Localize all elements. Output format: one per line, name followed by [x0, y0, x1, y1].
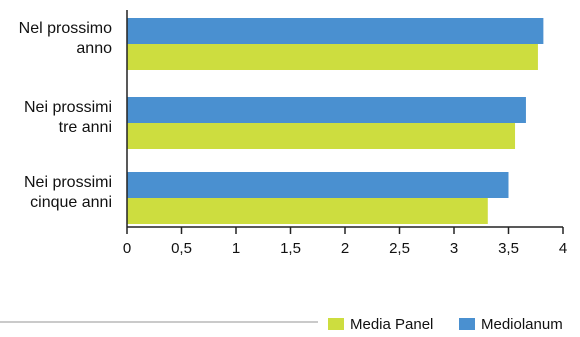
- category-label: Nei prossimi: [24, 174, 112, 191]
- bar-mediolanum-2: [127, 97, 526, 123]
- category-label: anno: [76, 40, 112, 57]
- x-tick-label: 3,5: [498, 240, 519, 257]
- bar-media-panel-3: [127, 198, 488, 224]
- legend-label-mediolanum: Mediolanum: [481, 316, 563, 333]
- legend-swatch-media-panel: [328, 318, 344, 330]
- plot-area: [127, 18, 544, 224]
- x-tick-label: 0: [123, 240, 131, 257]
- bar-media-panel-2: [127, 123, 516, 149]
- legend-label-media-panel: Media Panel: [350, 316, 433, 333]
- x-axis: 0 0,5 1 1,5 2 2,5 3 3,5 4: [123, 10, 567, 257]
- bar-mediolanum-3: [127, 172, 509, 198]
- x-tick-label: 2,5: [389, 240, 410, 257]
- category-label: Nel prossimo: [19, 20, 112, 37]
- legend-swatch-mediolanum: [459, 318, 475, 330]
- bar-media-panel-1: [127, 44, 538, 70]
- category-label: cinque anni: [30, 194, 112, 211]
- category-label: tre anni: [59, 119, 112, 136]
- legend: Media Panel Mediolanum: [328, 316, 563, 333]
- x-tick-label: 1,5: [280, 240, 301, 257]
- x-tick-label: 1: [232, 240, 240, 257]
- category-labels: Nel prossimo anno Nei prossimi tre anni Nei …: [19, 20, 112, 211]
- category-label: Nei prossimi: [24, 99, 112, 116]
- x-tick-label: 2: [341, 240, 349, 257]
- x-tick-label: 0,5: [171, 240, 192, 257]
- x-tick-label: 4: [559, 240, 567, 257]
- bar-mediolanum-1: [127, 18, 544, 44]
- x-tick-label: 3: [450, 240, 458, 257]
